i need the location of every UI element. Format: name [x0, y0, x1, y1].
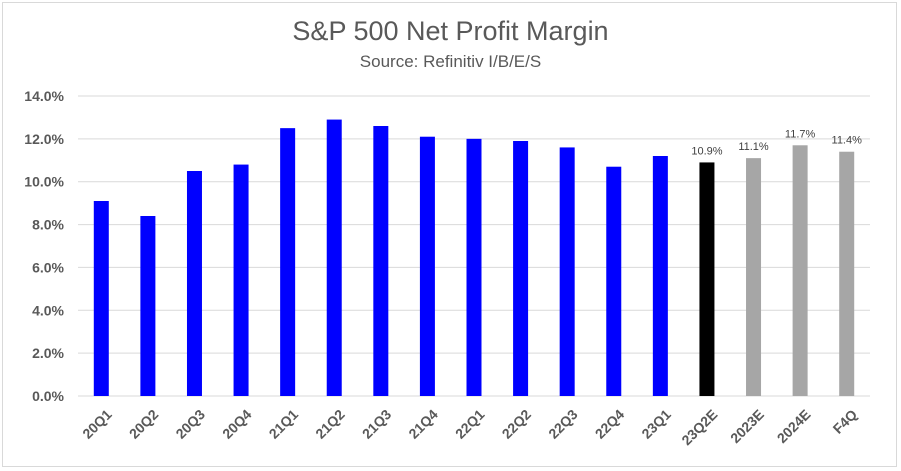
x-tick-label-23q2e: 23Q2E — [678, 406, 720, 448]
bar-23q1 — [652, 156, 668, 396]
bar-21q3 — [373, 126, 389, 396]
bar-20q2 — [140, 216, 156, 396]
y-axis-ticks: 0.0% 2.0% 4.0% 6.0% 8.0% 10.0% 12.0% 14.0% — [24, 88, 64, 404]
y-tick-label: 10.0% — [24, 174, 64, 190]
bar-21q1 — [280, 128, 296, 396]
x-tick-label-22q4: 22Q4 — [592, 406, 628, 442]
bar-23q2e — [699, 162, 715, 396]
bar-20q3 — [186, 171, 202, 396]
bar-2024e — [792, 145, 808, 396]
chart-subtitle: Source: Refinitiv I/B/E/S — [359, 52, 542, 71]
x-tick-label-2023e: 2023E — [727, 406, 767, 446]
x-tick-label-20q3: 20Q3 — [172, 406, 208, 442]
x-tick-label-22q2: 22Q2 — [499, 406, 535, 442]
x-axis-ticks: 20Q1 20Q2 20Q3 20Q4 21Q1 21Q2 21Q3 21Q4 22Q1 22Q2… — [79, 406, 860, 448]
bar-22q2 — [513, 141, 529, 396]
x-tick-label-20q2: 20Q2 — [126, 406, 162, 442]
bar-21q2 — [326, 119, 342, 397]
bar-22q1 — [466, 138, 482, 396]
bar-22q3 — [559, 147, 575, 396]
chart-title: S&P 500 Net Profit Margin — [292, 16, 609, 46]
x-tick-label-20q1: 20Q1 — [79, 406, 115, 442]
bars — [93, 119, 855, 397]
data-label-f4q: 11.4% — [832, 135, 863, 147]
x-tick-label-21q4: 21Q4 — [405, 406, 441, 442]
bar-f4q — [839, 151, 855, 396]
y-tick-label: 8.0% — [32, 217, 64, 233]
y-tick-label: 14.0% — [24, 88, 64, 104]
bar-21q4 — [419, 136, 435, 396]
y-tick-label: 12.0% — [24, 131, 64, 147]
x-tick-label-21q1: 21Q1 — [266, 406, 302, 442]
x-tick-label-22q1: 22Q1 — [452, 406, 488, 442]
x-tick-label-2024e: 2024E — [774, 406, 814, 446]
data-labels: 10.9% 11.1% 11.7% 11.4% — [691, 128, 862, 157]
y-tick-label: 2.0% — [32, 345, 64, 361]
bar-20q1 — [93, 201, 109, 396]
x-tick-label-21q3: 21Q3 — [359, 406, 395, 442]
x-tick-label-21q2: 21Q2 — [312, 406, 348, 442]
bar-2023e — [746, 158, 762, 396]
x-tick-label-22q3: 22Q3 — [545, 406, 581, 442]
y-tick-label: 4.0% — [32, 302, 64, 318]
y-tick-label: 0.0% — [32, 388, 64, 404]
x-tick-label-20q4: 20Q4 — [219, 406, 255, 442]
x-tick-label-f4q: F4Q — [830, 406, 861, 437]
y-tick-label: 6.0% — [32, 259, 64, 275]
data-label-2024e: 11.7% — [785, 128, 816, 140]
data-label-2023e: 11.1% — [738, 141, 769, 153]
bar-22q4 — [606, 166, 622, 396]
data-label-23q2e: 10.9% — [691, 145, 722, 157]
x-tick-label-23q1: 23Q1 — [638, 406, 674, 442]
bar-20q4 — [233, 164, 249, 396]
